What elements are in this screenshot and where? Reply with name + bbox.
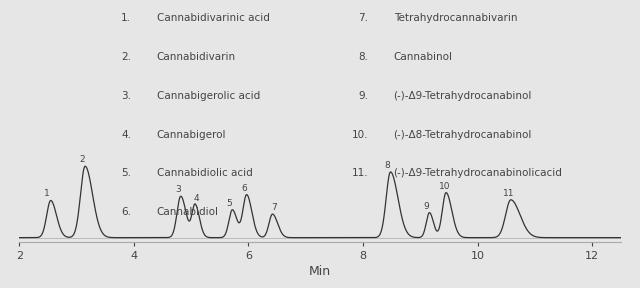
Text: Cannabigerol: Cannabigerol <box>157 130 227 140</box>
Text: 11.: 11. <box>351 168 368 179</box>
Text: 1.: 1. <box>121 13 131 23</box>
Text: Cannabidivarinic acid: Cannabidivarinic acid <box>157 13 269 23</box>
Text: 3: 3 <box>175 185 180 194</box>
Text: Cannabidiolic acid: Cannabidiolic acid <box>157 168 253 179</box>
Text: 1: 1 <box>44 190 50 198</box>
Text: 4.: 4. <box>121 130 131 140</box>
Text: 7.: 7. <box>358 13 368 23</box>
X-axis label: Min: Min <box>309 265 331 278</box>
Text: 8.: 8. <box>358 52 368 62</box>
Text: 5.: 5. <box>121 168 131 179</box>
Text: 10: 10 <box>438 181 450 190</box>
Text: (-)-Δ9-Tetrahydrocanabinol: (-)-Δ9-Tetrahydrocanabinol <box>394 91 532 101</box>
Text: Cannabigerolic acid: Cannabigerolic acid <box>157 91 260 101</box>
Text: Tetrahydrocannabivarin: Tetrahydrocannabivarin <box>394 13 517 23</box>
Text: 5: 5 <box>226 199 232 208</box>
Text: 9: 9 <box>424 202 429 211</box>
Text: 3.: 3. <box>121 91 131 101</box>
Text: Cannabidivarin: Cannabidivarin <box>157 52 236 62</box>
Text: (-)-Δ8-Tetrahydrocanabinol: (-)-Δ8-Tetrahydrocanabinol <box>394 130 532 140</box>
Text: 2.: 2. <box>121 52 131 62</box>
Text: 8: 8 <box>385 161 390 170</box>
Text: 6: 6 <box>241 184 246 193</box>
Text: 7: 7 <box>271 203 277 212</box>
Text: (-)-Δ9-Tetrahydrocanabinolicacid: (-)-Δ9-Tetrahydrocanabinolicacid <box>394 168 563 179</box>
Text: 4: 4 <box>194 194 200 203</box>
Text: 9.: 9. <box>358 91 368 101</box>
Text: Cannabinol: Cannabinol <box>394 52 452 62</box>
Text: 2: 2 <box>79 155 85 164</box>
Text: 6.: 6. <box>121 207 131 217</box>
Text: 11: 11 <box>503 189 515 198</box>
Text: Cannabidiol: Cannabidiol <box>157 207 219 217</box>
Text: 10.: 10. <box>351 130 368 140</box>
